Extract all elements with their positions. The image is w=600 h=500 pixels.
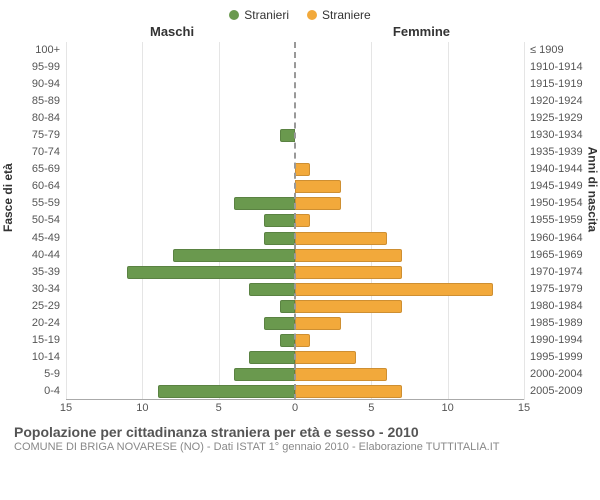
legend-swatch-male <box>229 10 239 20</box>
birth-year-label: 1980-1984 <box>524 298 584 315</box>
title-maschi: Maschi <box>150 24 194 39</box>
age-label: 80-84 <box>18 110 66 127</box>
age-label: 95-99 <box>18 59 66 76</box>
x-tick-label: 15 <box>60 402 72 414</box>
footer: Popolazione per cittadinanza straniera p… <box>10 424 590 453</box>
legend-label-male: Stranieri <box>244 8 289 22</box>
birth-year-label: 1965-1969 <box>524 247 584 264</box>
footer-title: Popolazione per cittadinanza straniera p… <box>14 424 590 440</box>
age-label: 75-79 <box>18 127 66 144</box>
bar-female <box>295 249 402 262</box>
legend-label-female: Straniere <box>322 8 371 22</box>
bar-female <box>295 283 493 296</box>
bar-male <box>173 249 295 262</box>
age-label: 50-54 <box>18 212 66 229</box>
birth-year-label: 2005-2009 <box>524 383 584 400</box>
age-label: 90-94 <box>18 76 66 93</box>
age-label: 70-74 <box>18 144 66 161</box>
x-tick-label: 0 <box>292 402 298 414</box>
age-label: 10-14 <box>18 349 66 366</box>
age-label: 5-9 <box>18 366 66 383</box>
bar-female <box>295 351 356 364</box>
bar-female <box>295 163 310 176</box>
bar-female <box>295 266 402 279</box>
bar-female <box>295 334 310 347</box>
bar-female <box>295 317 341 330</box>
x-tick-label: 10 <box>136 402 148 414</box>
birth-year-label: 1925-1929 <box>524 110 584 127</box>
y-axis-left-label: Fasce di età <box>1 163 15 232</box>
age-label: 55-59 <box>18 195 66 212</box>
birth-year-label: 1975-1979 <box>524 281 584 298</box>
age-label: 30-34 <box>18 281 66 298</box>
bar-female <box>295 300 402 313</box>
birth-year-label: 1935-1939 <box>524 144 584 161</box>
population-pyramid-chart: Stranieri Straniere Maschi Femmine Fasce… <box>0 0 600 500</box>
age-label: 15-19 <box>18 332 66 349</box>
birth-year-label: 1995-1999 <box>524 349 584 366</box>
bar-male <box>280 300 295 313</box>
birth-year-label: 1940-1944 <box>524 161 584 178</box>
x-tick-label: 5 <box>368 402 374 414</box>
bar-male <box>158 385 295 398</box>
bar-male <box>264 232 295 245</box>
birth-year-label: 1970-1974 <box>524 264 584 281</box>
birth-year-label: 1915-1919 <box>524 76 584 93</box>
age-label: 45-49 <box>18 230 66 247</box>
bar-female <box>295 232 387 245</box>
birth-year-label: 1955-1959 <box>524 212 584 229</box>
legend: Stranieri Straniere <box>10 8 590 22</box>
title-femmine: Femmine <box>393 24 450 39</box>
bar-male <box>234 368 295 381</box>
bar-male <box>264 214 295 227</box>
age-label: 100+ <box>18 42 66 59</box>
bar-female <box>295 197 341 210</box>
legend-swatch-female <box>307 10 317 20</box>
birth-year-label: 1920-1924 <box>524 93 584 110</box>
top-titles: Maschi Femmine <box>10 24 590 42</box>
bar-male <box>264 317 295 330</box>
footer-subtitle: COMUNE DI BRIGA NOVARESE (NO) - Dati IST… <box>14 441 590 453</box>
age-label: 65-69 <box>18 161 66 178</box>
bar-male <box>127 266 295 279</box>
age-label: 20-24 <box>18 315 66 332</box>
bar-male <box>280 334 295 347</box>
age-label: 35-39 <box>18 264 66 281</box>
age-label: 85-89 <box>18 93 66 110</box>
age-label: 40-44 <box>18 247 66 264</box>
x-axis: 15105051015 <box>66 402 524 416</box>
legend-item-female: Straniere <box>307 8 371 22</box>
pyramid-area: Fasce di età Anni di nascita 100+≤ 19099… <box>10 42 590 422</box>
birth-year-label: 1930-1934 <box>524 127 584 144</box>
bar-male <box>234 197 295 210</box>
age-label: 0-4 <box>18 383 66 400</box>
birth-year-label: ≤ 1909 <box>524 42 584 59</box>
bar-male <box>249 351 295 364</box>
x-tick-label: 15 <box>518 402 530 414</box>
legend-item-male: Stranieri <box>229 8 289 22</box>
plot-region: 100+≤ 190995-991910-191490-941915-191985… <box>66 42 524 400</box>
birth-year-label: 1985-1989 <box>524 315 584 332</box>
birth-year-label: 1960-1964 <box>524 230 584 247</box>
x-tick-label: 10 <box>442 402 454 414</box>
bar-male <box>249 283 295 296</box>
bar-female <box>295 180 341 193</box>
birth-year-label: 1990-1994 <box>524 332 584 349</box>
x-tick-label: 5 <box>216 402 222 414</box>
center-divider <box>294 42 296 400</box>
age-label: 60-64 <box>18 178 66 195</box>
age-label: 25-29 <box>18 298 66 315</box>
bar-female <box>295 385 402 398</box>
bar-male <box>280 129 295 142</box>
birth-year-label: 1950-1954 <box>524 195 584 212</box>
birth-year-label: 2000-2004 <box>524 366 584 383</box>
bar-female <box>295 368 387 381</box>
birth-year-label: 1910-1914 <box>524 59 584 76</box>
bar-female <box>295 214 310 227</box>
birth-year-label: 1945-1949 <box>524 178 584 195</box>
y-axis-right-label: Anni di nascita <box>585 147 599 232</box>
